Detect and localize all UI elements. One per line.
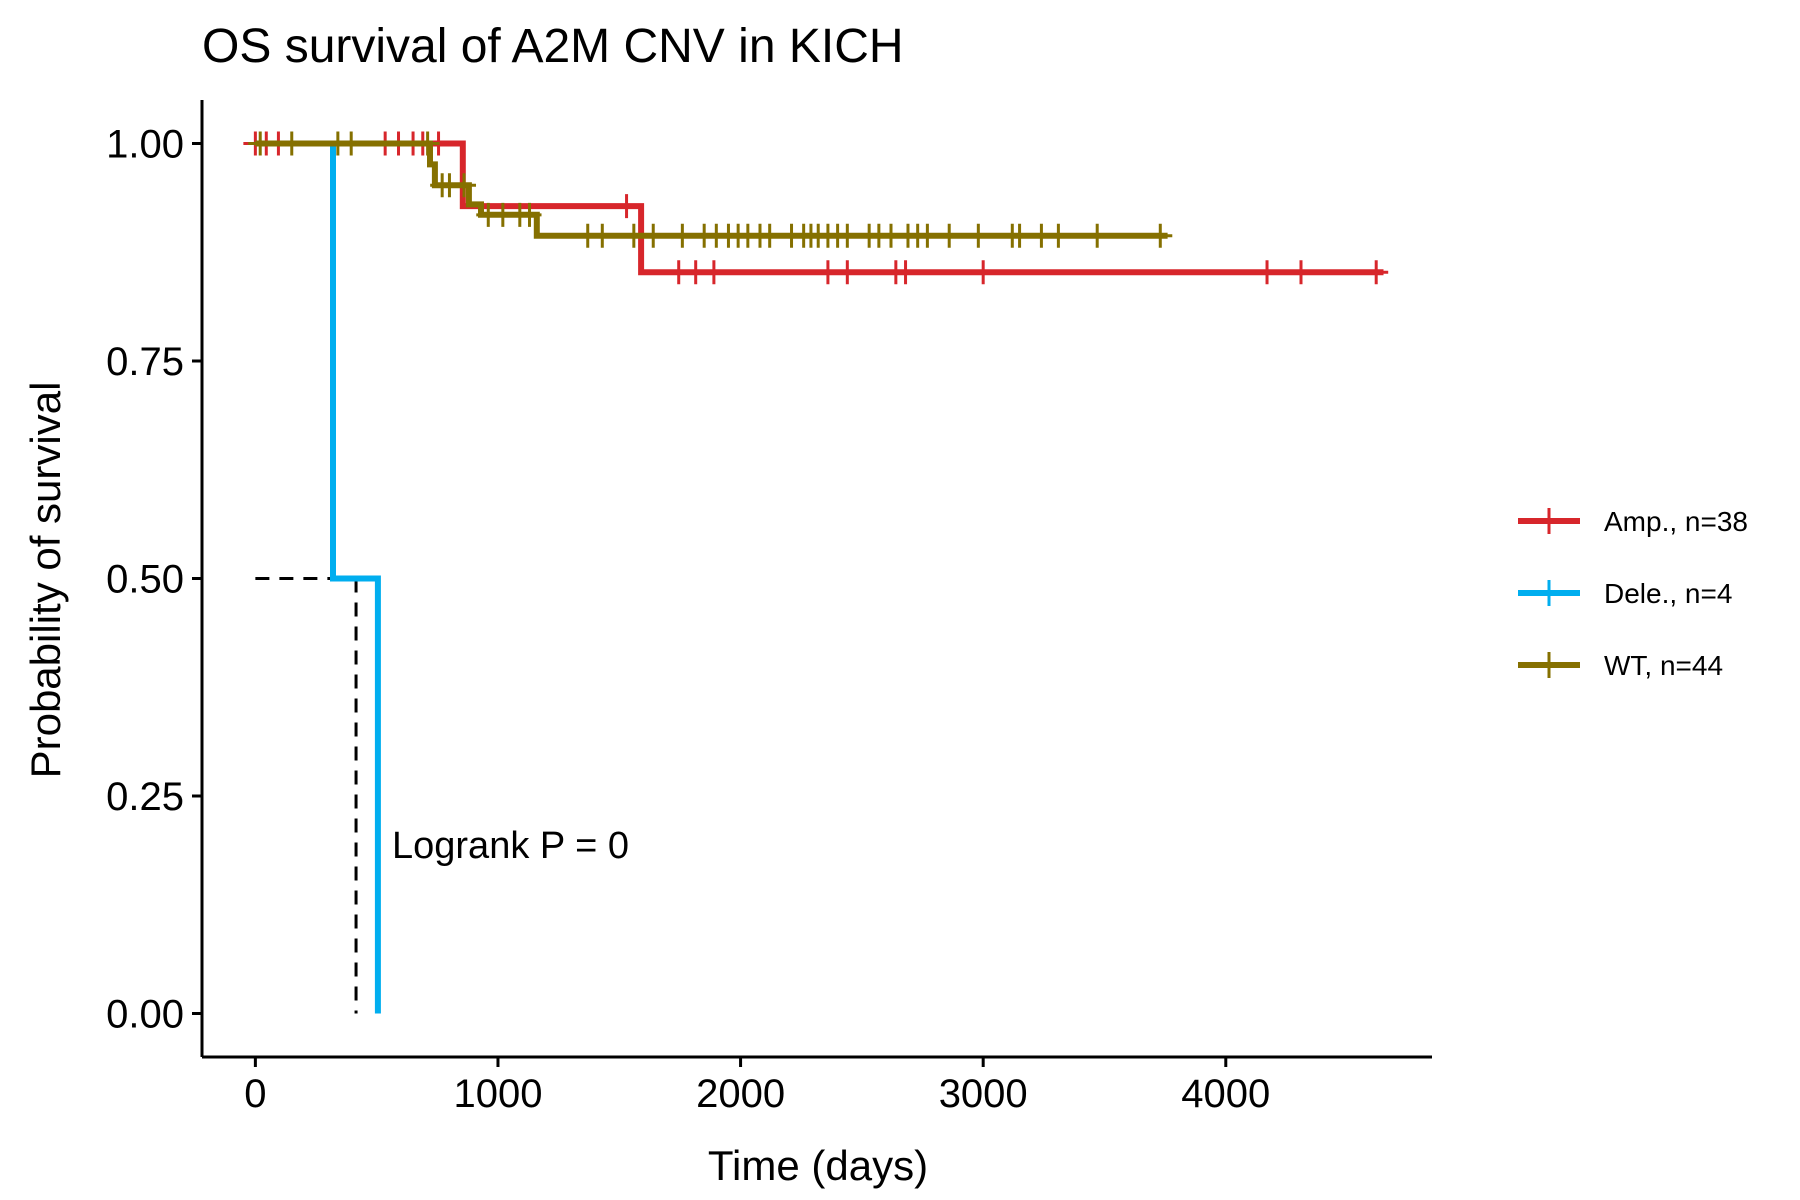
censor-mark-amp (835, 260, 860, 285)
x-tick-label: 4000 (1181, 1072, 1270, 1116)
y-tick-label: 0.50 (106, 558, 184, 602)
censor-mark-wt (641, 223, 666, 248)
y-tick-label: 0.00 (106, 993, 184, 1037)
censor-mark-wt (339, 131, 364, 156)
censor-mark-amp (1288, 260, 1313, 285)
censor-mark-wt (835, 223, 860, 248)
censor-mark-wt (279, 131, 304, 156)
y-tick-label: 1.00 (106, 123, 184, 167)
x-tick-label: 1000 (453, 1072, 542, 1116)
censor-mark-wt (452, 173, 477, 198)
censor-mark-wt (517, 202, 542, 227)
logrank-annotation: Logrank P = 0 (392, 825, 629, 867)
legend-label-wt: WT, n=44 (1604, 650, 1723, 681)
y-axis-ticks: 0.00 0.25 0.50 0.75 1.00 (106, 123, 202, 1037)
x-tick-label: 0 (244, 1072, 266, 1116)
censor-mark-wt (248, 131, 273, 156)
censor-mark-wt (670, 223, 695, 248)
censor-mark-wt (937, 223, 962, 248)
y-tick-label: 0.75 (106, 340, 184, 384)
censor-mark-wt (915, 223, 940, 248)
survival-curve-wt (255, 140, 1168, 239)
legend: Amp., n=38 Dele., n=4 WT, n=44 (1518, 506, 1748, 681)
censor-mark-amp (971, 260, 996, 285)
censor-mark-amp (1255, 260, 1280, 285)
censor-mark-amp (1364, 260, 1389, 285)
y-tick-label: 0.25 (106, 775, 184, 819)
censor-mark-wt (1046, 223, 1071, 248)
censor-mark-wt (966, 223, 991, 248)
censor-mark-wt (757, 223, 782, 248)
x-tick-label: 2000 (696, 1072, 785, 1116)
plot-area (243, 131, 1389, 1014)
y-axis-title: Probability of survival (22, 382, 69, 779)
censor-mark-wt (1085, 223, 1110, 248)
censor-mark-amp (614, 194, 639, 219)
censor-mark-wt (415, 131, 440, 156)
legend-label-dele: Dele., n=4 (1604, 578, 1732, 609)
censor-mark-wt (1007, 223, 1032, 248)
censor-mark-amp (893, 260, 918, 285)
x-axis-title: Time (days) (708, 1142, 928, 1189)
censor-mark-amp (701, 260, 726, 285)
survival-curve-amp (255, 140, 1384, 276)
x-axis-ticks: 0 1000 2000 3000 4000 (244, 1057, 1270, 1116)
legend-label-amp: Amp., n=38 (1604, 506, 1748, 537)
x-tick-label: 3000 (939, 1072, 1028, 1116)
censor-mark-wt (590, 223, 615, 248)
censor-mark-wt (1148, 223, 1173, 248)
chart-title: OS survival of A2M CNV in KICH (202, 20, 904, 73)
